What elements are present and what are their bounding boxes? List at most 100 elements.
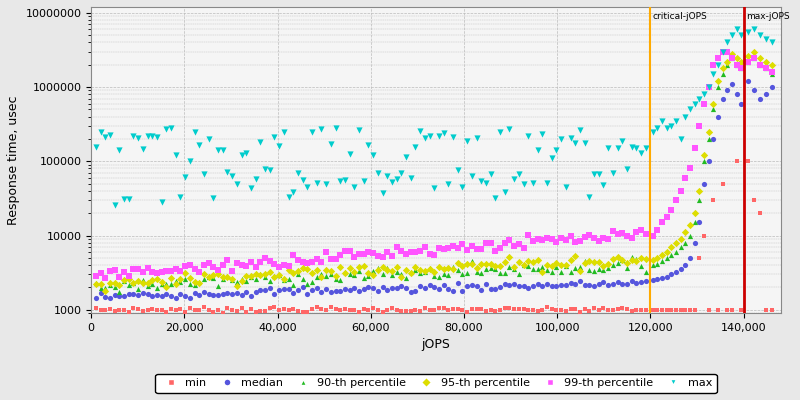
Point [742,58,754,65]
Point [122,273,135,279]
Point [433,286,446,292]
Point [688,219,701,226]
Point [282,276,295,282]
Point [484,240,497,246]
Point [656,118,669,124]
Point [343,265,356,272]
Point [494,245,506,251]
Point [442,180,454,187]
Point [569,264,582,271]
Point [446,266,459,272]
Point [707,62,720,68]
Point [670,249,682,255]
Point [541,235,554,242]
Point [400,153,413,160]
Point [461,282,474,289]
Point [698,100,710,107]
Point [602,261,614,267]
Point [494,307,506,313]
Point [479,261,492,267]
Point [178,276,191,282]
Point [230,260,243,266]
Point [165,268,178,274]
Point [348,272,361,278]
Point [574,308,586,315]
Point [296,309,309,315]
Point [90,295,102,301]
Point [726,54,738,61]
Point [386,304,398,311]
Point [475,246,488,253]
Point [526,307,539,313]
Point [423,282,436,289]
Point [366,285,379,291]
Point [698,158,710,164]
Point [278,276,290,283]
Point [268,261,281,268]
Point [531,266,544,272]
Point [438,282,450,288]
Point [765,62,778,68]
Point [735,306,748,313]
Point [759,91,772,98]
Point [679,114,692,120]
Point [216,310,229,316]
Point [564,233,577,239]
Point [273,307,286,313]
Point [94,285,107,291]
Point [451,306,464,312]
Point [414,267,426,273]
Point [578,282,591,288]
Point [94,129,107,135]
Point [245,274,258,280]
Point [94,290,107,296]
Point [174,279,187,286]
Point [362,269,375,276]
Point [409,249,422,255]
Point [433,264,446,270]
Point [263,305,276,311]
Point [400,251,413,258]
Point [508,242,521,249]
Point [230,290,243,296]
Point [287,270,300,276]
Point [103,306,116,312]
Point [660,125,673,131]
Point [711,306,724,313]
Point [522,263,534,269]
Point [494,269,506,276]
Point [118,293,130,299]
Point [711,84,724,90]
Point [466,173,478,179]
Point [108,280,121,287]
Point [693,188,706,194]
Point [517,306,530,312]
Point [150,307,163,313]
Point [310,266,323,273]
Point [207,195,220,202]
Point [334,288,346,294]
Point [711,62,724,68]
Point [371,253,384,260]
Point [721,48,734,55]
Point [174,306,187,313]
Point [646,262,659,268]
Point [291,268,304,274]
Point [273,143,286,150]
Point [583,194,596,200]
Point [674,244,687,250]
Point [99,134,112,140]
Point [634,279,647,286]
Point [250,289,262,296]
Point [513,271,526,278]
Point [484,307,497,313]
Point [320,267,333,274]
Point [730,62,743,68]
Point [212,271,225,277]
Point [310,256,323,262]
Point [371,267,384,273]
Y-axis label: Response time, usec: Response time, usec [7,95,20,225]
Point [569,140,582,146]
Point [433,273,446,280]
Point [466,306,478,312]
